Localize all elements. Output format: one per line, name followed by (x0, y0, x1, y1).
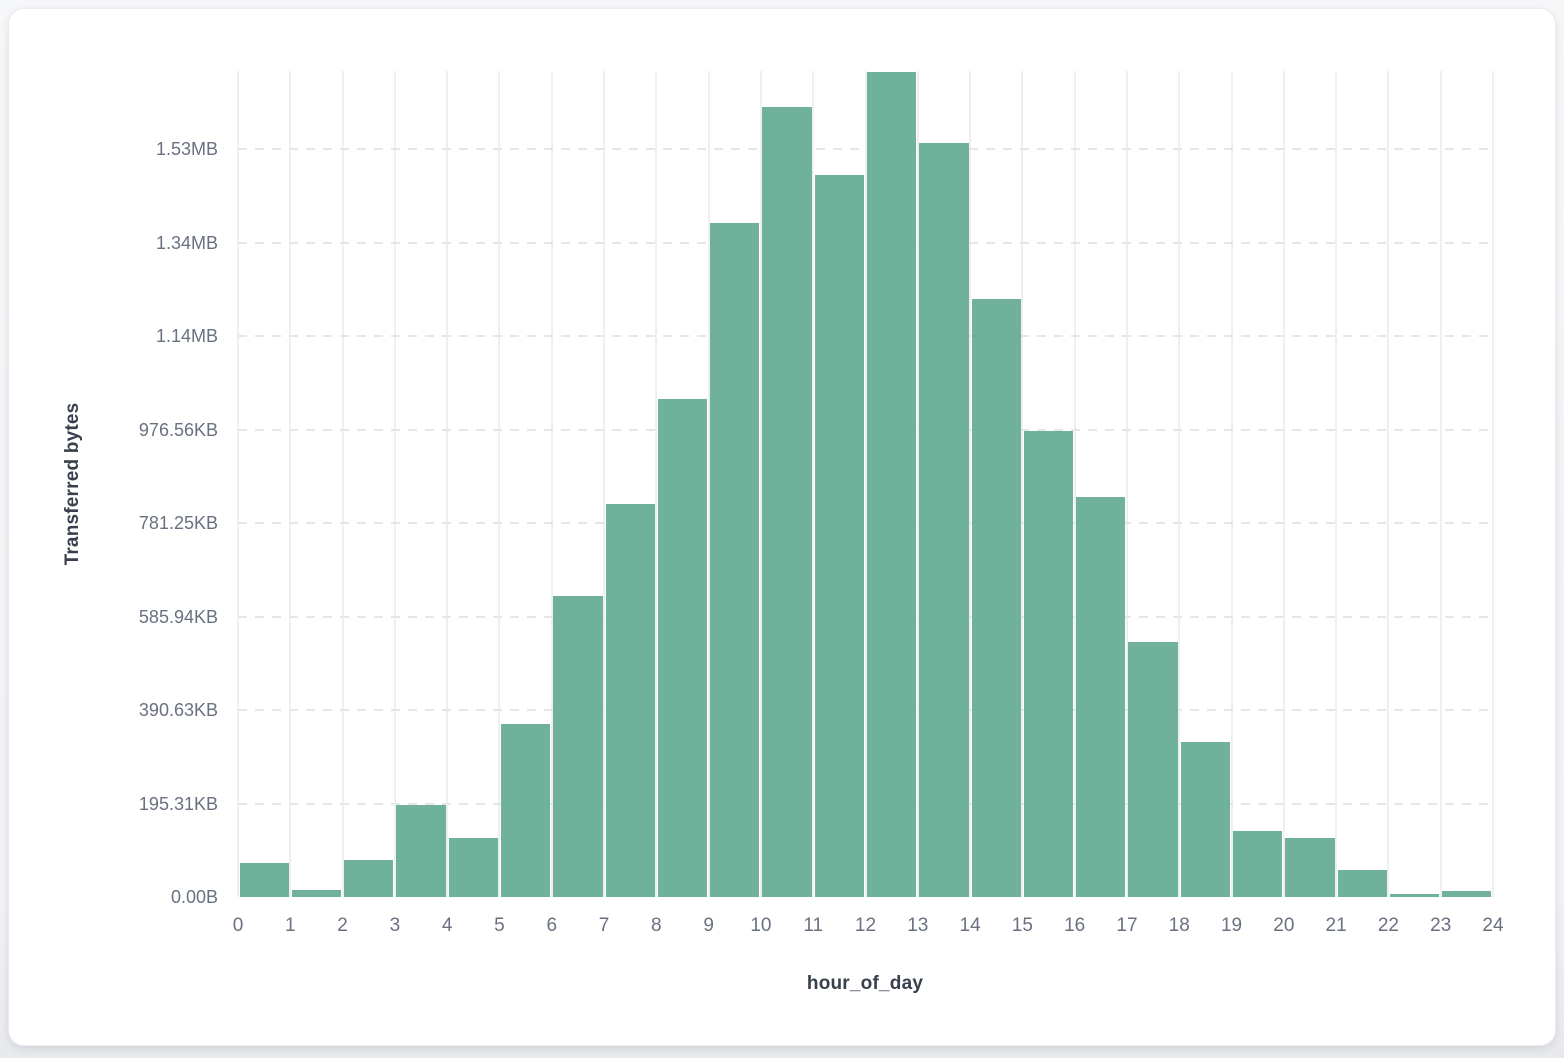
horizontal-gridline (238, 335, 1493, 338)
bar-hour-3[interactable] (396, 804, 446, 897)
bar-hour-14[interactable] (971, 299, 1021, 897)
plot-area (237, 71, 1494, 897)
y-tick-label: 1.14MB (155, 326, 218, 347)
vertical-gridline (1335, 71, 1338, 897)
horizontal-gridline (238, 428, 1493, 431)
x-tick-label: 2 (337, 915, 348, 936)
bar-hour-19[interactable] (1233, 831, 1283, 897)
vertical-gridline (393, 71, 396, 897)
bar-hour-12[interactable] (867, 71, 917, 897)
x-axis-title: hour_of_day (806, 973, 924, 994)
horizontal-gridline (238, 709, 1493, 712)
bar-hour-21[interactable] (1337, 869, 1387, 897)
x-tick-label: 13 (907, 915, 929, 936)
bar-hour-5[interactable] (500, 724, 551, 897)
vertical-gridline (1492, 71, 1494, 897)
vertical-gridline (1230, 71, 1233, 897)
y-tick-label: 0.00B (170, 887, 218, 907)
vertical-gridline (341, 71, 344, 897)
vertical-gridline (864, 71, 867, 897)
vertical-gridline (550, 71, 553, 897)
x-tick-label: 7 (598, 915, 610, 936)
bar-hour-0[interactable] (239, 862, 289, 897)
x-tick-label: 15 (1011, 915, 1033, 936)
bar-hour-13[interactable] (919, 143, 969, 897)
vertical-gridline (446, 71, 449, 897)
x-tick-label: 12 (854, 915, 877, 936)
chart-card: Transferred bytes 0.00B 195.31KB 390.63KB 5… (8, 8, 1556, 1046)
x-tick-label: 0 (232, 915, 244, 936)
vertical-gridline (1178, 71, 1181, 897)
bar-hour-1[interactable] (291, 889, 342, 897)
vertical-gridline (969, 71, 972, 897)
x-tick-label: 10 (750, 915, 772, 936)
x-tick-label: 5 (494, 915, 505, 936)
vertical-gridline (498, 71, 501, 897)
bar-hour-4[interactable] (448, 838, 498, 897)
bar-hour-17[interactable] (1128, 641, 1178, 897)
x-tick-label: 18 (1168, 915, 1190, 936)
y-tick-label: 195.31KB (138, 793, 218, 814)
vertical-gridline (1021, 71, 1024, 897)
vertical-gridline (812, 71, 815, 897)
vertical-gridline (1282, 71, 1285, 897)
vertical-gridline (655, 71, 658, 897)
y-tick-label: 976.56KB (138, 419, 218, 440)
y-tick-label: 1.53MB (155, 139, 218, 160)
bar-hour-18[interactable] (1180, 741, 1231, 897)
x-tick-label: 8 (651, 915, 662, 936)
x-tick-label: 3 (389, 915, 401, 936)
vertical-gridline (289, 71, 292, 897)
bar-hour-23[interactable] (1442, 890, 1492, 897)
histogram-chart: Transferred bytes 0.00B 195.31KB 390.63KB 5… (9, 9, 1555, 1045)
vertical-gridline (707, 71, 710, 897)
horizontal-gridline (238, 241, 1493, 244)
x-tick-label: 19 (1220, 915, 1243, 936)
x-tick-label: 22 (1377, 915, 1399, 936)
y-tick-label: 781.25KB (138, 513, 218, 534)
y-tick-label: 585.94KB (138, 606, 218, 627)
x-tick-label: 20 (1273, 915, 1295, 936)
x-tick-label: 14 (959, 915, 981, 936)
bar-hour-15[interactable] (1023, 430, 1074, 897)
y-axis-tick-labels: 0.00B 195.31KB 390.63KB 585.94KB 781.25KB 976… (9, 71, 218, 906)
x-tick-label: 11 (803, 915, 824, 936)
x-tick-label: 17 (1116, 915, 1138, 936)
x-tick-label: 16 (1064, 915, 1086, 936)
vertical-gridline (1387, 71, 1390, 897)
horizontal-gridline (238, 148, 1493, 151)
vertical-gridline (916, 71, 919, 897)
vertical-gridline (603, 71, 606, 897)
bar-hour-16[interactable] (1076, 496, 1126, 897)
x-tick-label: 24 (1482, 915, 1504, 936)
x-tick-label: 1 (284, 915, 296, 936)
bar-hour-8[interactable] (657, 399, 708, 897)
bar-hour-20[interactable] (1285, 838, 1335, 897)
x-tick-label: 4 (441, 915, 453, 936)
bar-hour-11[interactable] (814, 175, 864, 897)
vertical-gridline (1073, 71, 1076, 897)
bar-hour-10[interactable] (762, 107, 812, 897)
vertical-gridline (759, 71, 762, 897)
x-axis-tick-labels: 0 1 2 3 4 5 6 7 8 9 10 11 12 13 14 15 16 17 18 19 20 21 22 23 24 (233, 906, 1504, 946)
bar-hour-9[interactable] (710, 222, 760, 897)
vertical-gridline (1439, 71, 1442, 897)
horizontal-gridline (238, 615, 1493, 618)
y-tick-label: 1.34MB (155, 232, 218, 253)
bar-hour-7[interactable] (605, 503, 655, 897)
vertical-gridline (1125, 71, 1128, 897)
x-tick-label: 21 (1325, 915, 1347, 936)
x-tick-label: 9 (703, 915, 714, 936)
x-tick-label: 23 (1430, 915, 1452, 936)
bar-hour-2[interactable] (344, 860, 394, 897)
bar-hour-6[interactable] (553, 595, 603, 897)
horizontal-gridline (238, 802, 1493, 805)
y-tick-label: 390.63KB (138, 700, 218, 721)
x-tick-label: 6 (546, 915, 558, 936)
bar-hour-22[interactable] (1389, 893, 1440, 897)
horizontal-gridline (238, 522, 1493, 525)
vertical-gridline (237, 71, 239, 897)
